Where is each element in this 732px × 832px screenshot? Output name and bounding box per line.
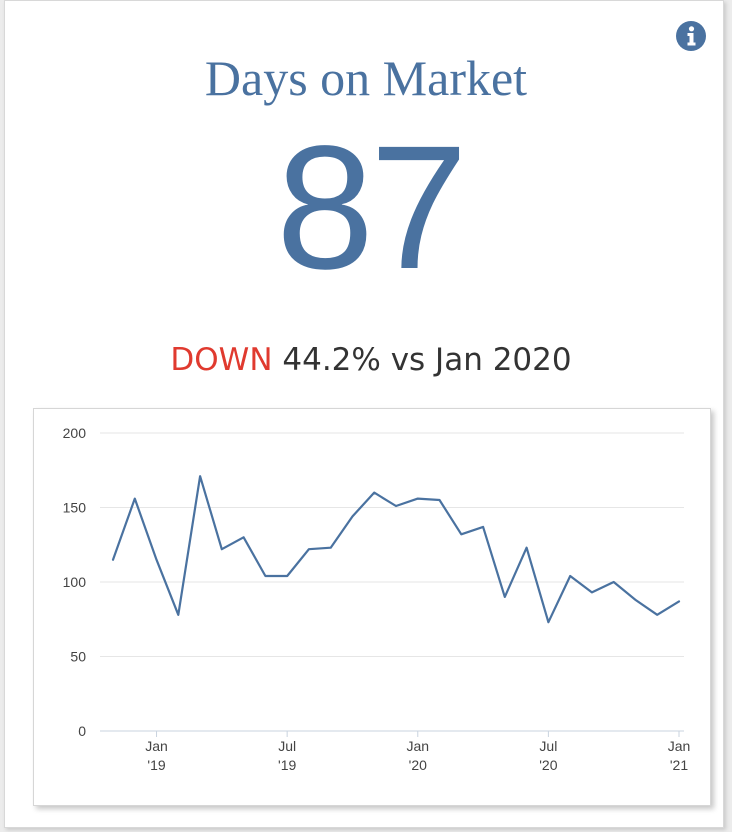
data-point[interactable]: [437, 497, 443, 503]
y-tick-label: 200: [63, 425, 87, 441]
data-point[interactable]: [415, 496, 421, 502]
x-tick-label-year: '20: [409, 757, 427, 773]
x-tick-label-month: Jul: [539, 738, 557, 754]
x-tick-label-year: '19: [147, 757, 165, 773]
x-tick-label-year: '19: [278, 757, 296, 773]
y-tick-label: 0: [78, 723, 86, 739]
data-point[interactable]: [480, 524, 486, 530]
data-point[interactable]: [328, 545, 334, 551]
info-icon[interactable]: [675, 20, 707, 52]
data-point[interactable]: [371, 490, 377, 496]
data-point[interactable]: [175, 612, 181, 618]
data-point[interactable]: [350, 513, 356, 519]
x-tick-label-month: Jan: [668, 738, 691, 754]
data-point[interactable]: [676, 598, 682, 604]
change-summary: DOWN 44.2% vs Jan 2020: [0, 340, 732, 380]
data-point[interactable]: [524, 545, 530, 551]
y-tick-label: 150: [63, 500, 87, 516]
change-text: 44.2% vs Jan 2020: [282, 342, 572, 378]
data-point[interactable]: [393, 503, 399, 509]
data-point[interactable]: [545, 619, 551, 625]
y-tick-label: 100: [63, 574, 87, 590]
x-tick-label-year: '20: [539, 757, 557, 773]
data-point[interactable]: [262, 573, 268, 579]
data-point[interactable]: [306, 546, 312, 552]
x-tick-label-month: Jul: [278, 738, 296, 754]
data-point[interactable]: [502, 594, 508, 600]
x-tick-label-month: Jan: [145, 738, 168, 754]
data-point[interactable]: [154, 557, 160, 563]
data-point[interactable]: [241, 534, 247, 540]
data-point[interactable]: [654, 612, 660, 618]
x-tick-label-year: '21: [670, 757, 688, 773]
x-tick-label-month: Jan: [406, 738, 429, 754]
data-point[interactable]: [458, 531, 464, 537]
data-point[interactable]: [633, 597, 639, 603]
data-point[interactable]: [219, 546, 225, 552]
data-point[interactable]: [589, 589, 595, 595]
data-point[interactable]: [284, 573, 290, 579]
card-title: Days on Market: [204, 50, 528, 106]
data-point[interactable]: [611, 579, 617, 585]
data-point[interactable]: [132, 496, 138, 502]
change-direction: DOWN: [170, 342, 273, 378]
y-tick-label: 50: [70, 649, 86, 665]
chart-frame: 0 50 100 150 200 Jan '19 Jul '19 Jan '20 Jul '20 Jan '…: [33, 408, 711, 806]
data-point[interactable]: [567, 573, 573, 579]
data-point[interactable]: [197, 473, 203, 479]
line-chart: 0 50 100 150 200 Jan '19 Jul '19 Jan '20 Jul '20 Jan '…: [63, 425, 691, 773]
metric-value: 87: [276, 110, 468, 306]
series-line: [111, 475, 681, 624]
data-point[interactable]: [110, 557, 116, 563]
